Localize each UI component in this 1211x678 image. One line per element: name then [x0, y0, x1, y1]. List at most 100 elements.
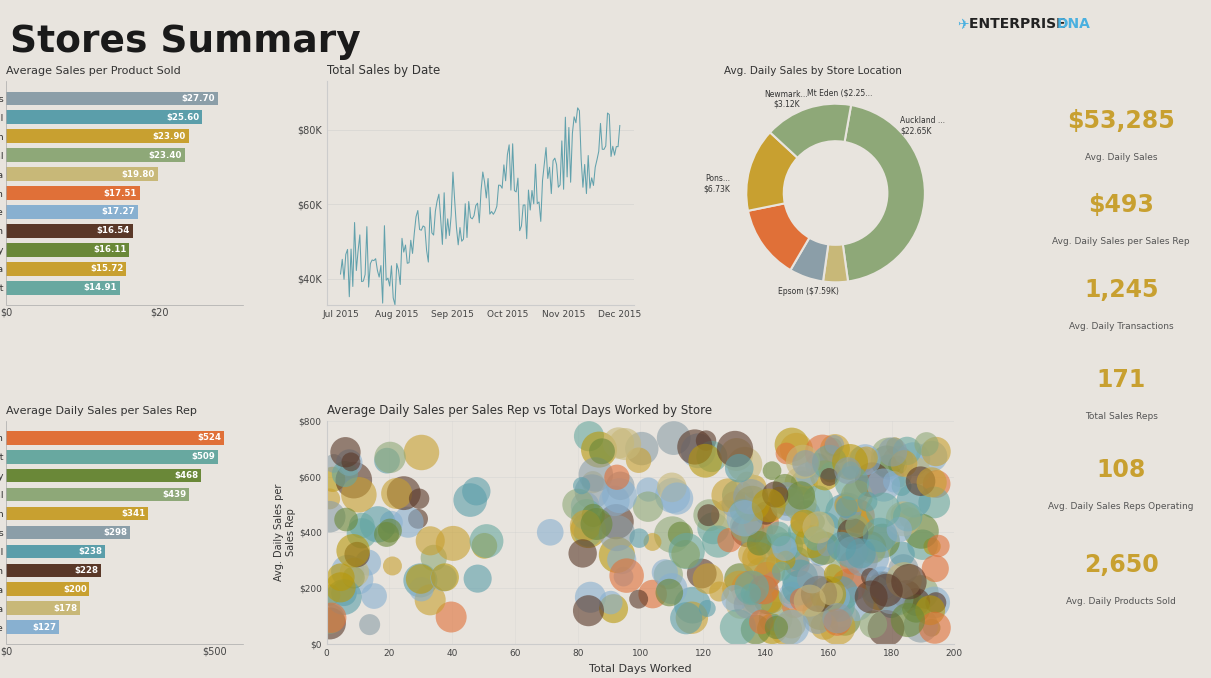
Text: Auckland ...
$22.65K: Auckland ... $22.65K: [900, 117, 945, 136]
Point: [615, 439, 635, 450]
Text: $178: $178: [53, 603, 78, 613]
Bar: [6, 205, 138, 219]
Wedge shape: [823, 244, 848, 282]
Text: Newmark...
$3.12K: Newmark... $3.12K: [764, 89, 808, 109]
Point: [607, 527, 626, 538]
Bar: [6, 281, 120, 294]
Text: ✈: ✈: [957, 17, 969, 31]
Point: [794, 515, 814, 525]
Text: DNA: DNA: [1057, 17, 1091, 31]
Point: [607, 549, 626, 560]
Text: Average Daily Sales per Sales Rep vs Total Days Worked by Store: Average Daily Sales per Sales Rep vs Tot…: [327, 404, 712, 417]
X-axis label: Total Days Worked: Total Days Worked: [589, 664, 691, 673]
Point: [568, 499, 587, 510]
Point: [831, 568, 850, 579]
Point: [348, 549, 367, 560]
Point: [827, 617, 846, 628]
Point: [412, 447, 431, 458]
Bar: [6, 167, 157, 181]
Point: [846, 599, 866, 610]
Point: [746, 624, 765, 635]
Point: [879, 462, 899, 473]
Point: [776, 624, 796, 635]
Point: [893, 509, 912, 520]
Text: Avg. Daily Products Sold: Avg. Daily Products Sold: [1066, 597, 1176, 606]
Point: [796, 519, 815, 530]
Point: [683, 600, 702, 611]
Point: [807, 517, 826, 527]
Point: [420, 595, 440, 605]
Point: [888, 460, 907, 471]
Point: [925, 622, 945, 633]
Point: [708, 536, 728, 547]
Point: [745, 481, 764, 492]
Point: [926, 446, 946, 457]
Point: [782, 622, 802, 633]
Point: [923, 541, 942, 552]
Point: [848, 511, 867, 521]
Point: [797, 508, 816, 519]
Point: [828, 622, 848, 633]
Point: [809, 522, 828, 533]
Point: [753, 570, 773, 580]
Text: $16.54: $16.54: [97, 226, 130, 235]
Point: [604, 496, 624, 506]
Bar: [6, 262, 126, 275]
Point: [320, 511, 339, 522]
Text: 1,245: 1,245: [1084, 277, 1159, 302]
Point: [752, 517, 771, 528]
Text: Average Daily Sales per Sales Rep: Average Daily Sales per Sales Rep: [6, 406, 197, 416]
Point: [762, 539, 781, 550]
Point: [802, 536, 821, 547]
Point: [872, 578, 891, 589]
Point: [809, 589, 828, 599]
Point: [699, 573, 718, 584]
Point: [877, 623, 896, 634]
Point: [662, 490, 682, 501]
Point: [677, 613, 696, 624]
Point: [728, 490, 747, 501]
Point: [643, 536, 662, 547]
Point: [816, 542, 836, 553]
Point: [791, 490, 810, 501]
Point: [809, 496, 828, 506]
Point: [785, 600, 804, 611]
Point: [773, 543, 792, 554]
Point: [765, 489, 785, 500]
Point: [748, 594, 768, 605]
Text: $439: $439: [162, 490, 186, 499]
Bar: [6, 525, 130, 539]
Point: [837, 502, 856, 513]
Point: [763, 596, 782, 607]
Point: [424, 553, 443, 563]
Text: $53,285: $53,285: [1067, 108, 1175, 133]
Point: [325, 458, 344, 469]
Point: [838, 465, 857, 476]
Point: [901, 513, 920, 523]
Point: [905, 495, 924, 506]
Point: [758, 595, 777, 605]
Text: $493: $493: [1089, 193, 1154, 217]
Point: [334, 592, 354, 603]
Point: [579, 431, 598, 441]
Point: [917, 439, 936, 450]
Point: [907, 603, 926, 614]
Text: $17.51: $17.51: [104, 188, 137, 197]
Point: [863, 546, 883, 557]
Point: [840, 464, 860, 475]
Point: [586, 469, 606, 480]
Point: [662, 583, 682, 594]
Point: [787, 559, 807, 570]
Text: 2,650: 2,650: [1084, 553, 1159, 577]
Point: [853, 555, 872, 565]
Point: [883, 447, 902, 458]
Point: [740, 583, 759, 594]
Point: [345, 567, 365, 578]
Point: [443, 538, 463, 549]
Point: [409, 494, 429, 504]
Point: [823, 568, 843, 579]
Point: [616, 570, 636, 581]
Point: [671, 529, 690, 540]
Point: [735, 459, 754, 470]
Point: [929, 540, 948, 551]
